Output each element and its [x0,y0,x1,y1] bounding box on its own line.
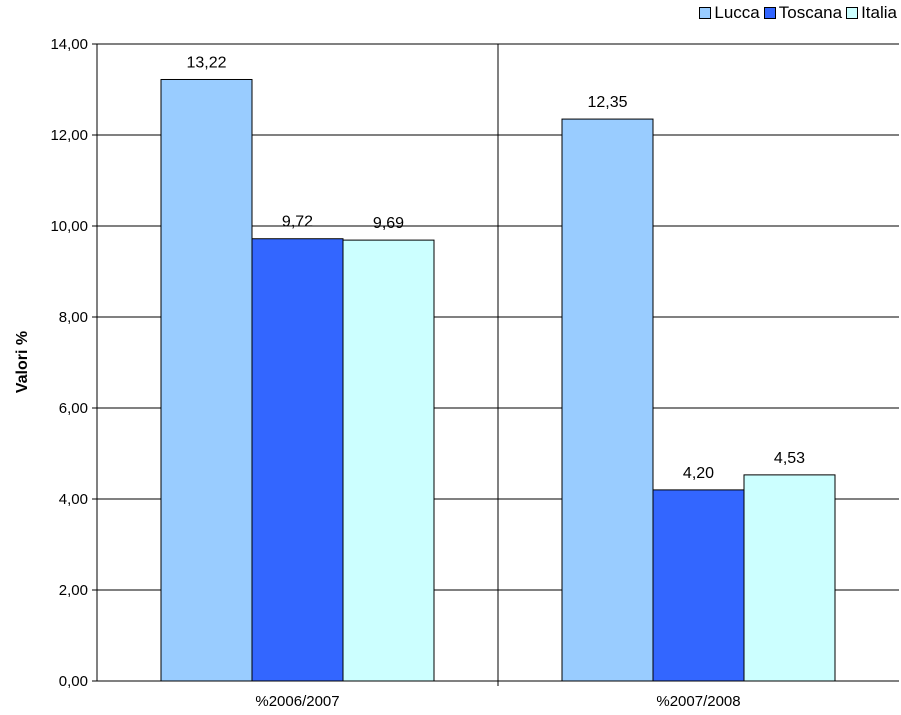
legend-item-toscana: Toscana [763,3,843,23]
data-label: 12,35 [587,94,627,111]
labels: 0,00 2,00 4,00 6,00 8,00 10,00 12,00 14,00 13,22… [50,36,805,710]
bar [743,474,836,682]
bar [160,78,253,682]
legend-item-lucca: Lucca [699,3,760,23]
y-tick-label: 14,00 [50,36,88,53]
chart-legend: Lucca Toscana Italia [695,3,897,23]
data-label: 9,72 [282,214,313,231]
y-tick-label: 6,00 [59,400,88,417]
data-label: 4,53 [774,450,805,467]
axes [92,43,899,682]
y-axis-title: Valori % [14,331,31,393]
legend-label-lucca: Lucca [714,3,760,22]
bar [342,239,435,682]
x-category-label: %2007/2008 [656,693,740,710]
bar [652,489,745,682]
legend-swatch-italia [846,7,859,19]
bar [251,238,344,682]
y-tick-label: 2,00 [59,582,88,599]
y-tick-label: 12,00 [50,127,88,144]
data-label: 4,20 [683,465,714,482]
bars [160,78,836,682]
y-tick-label: 4,00 [59,491,88,508]
legend-swatch-lucca [699,7,712,19]
legend-item-italia: Italia [846,3,897,23]
bar [561,118,654,682]
legend-label-italia: Italia [861,3,897,22]
y-tick-label: 8,00 [59,309,88,326]
y-tick-label: 0,00 [59,673,88,690]
data-label: 13,22 [186,54,226,71]
x-category-label: %2006/2007 [255,693,339,710]
legend-swatch-toscana [763,7,776,19]
legend-label-toscana: Toscana [778,3,843,22]
data-label: 9,69 [373,215,404,232]
y-tick-label: 10,00 [50,218,88,235]
